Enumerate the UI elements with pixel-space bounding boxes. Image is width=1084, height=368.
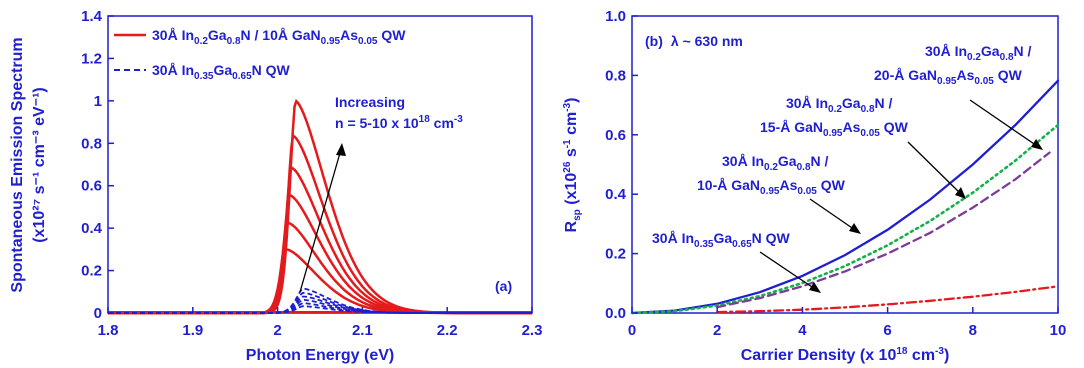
plot-area-b <box>631 15 1059 314</box>
y-tick-label-a: 0.8 <box>81 135 102 152</box>
y-axis-label-b: Rsp (x1026 s-1 cm-3) <box>562 98 583 233</box>
panel-label-a: (a) <box>495 278 512 294</box>
x-tick-label-a: 2 <box>273 322 281 339</box>
y-ticks-a: 0 0.2 0.4 0.6 0.8 1 1.2 1.4 <box>81 8 114 322</box>
x-tick-label-a: 2.2 <box>437 322 458 339</box>
x-ticks-b: 0 2 4 6 8 10 <box>628 307 1067 339</box>
spectrum-line-ingan <box>108 305 532 314</box>
legend-label-red: 30Å In0.2Ga0.8N / 10Å GaN0.95As0.05 QW <box>152 27 406 47</box>
rsp-line-10A <box>716 151 1051 309</box>
x-tick-label-b: 6 <box>883 322 891 339</box>
annotation-arrowhead <box>336 143 346 156</box>
panel-b: 0.0 0.2 0.4 0.6 0.8 1.0 0 2 4 6 8 10 (b) λ ~ 630 nm… <box>562 8 1066 364</box>
x-axis-label-a: Photon Energy (eV) <box>246 347 394 364</box>
rsp-series <box>630 79 1060 315</box>
panel-label-b: (b) λ ~ 630 nm <box>645 33 743 49</box>
arrowhead-20A <box>1031 139 1043 150</box>
arrow-20A <box>969 99 1041 149</box>
y-tick-label-a: 1.2 <box>81 50 102 67</box>
y-tick-label-b: 0.4 <box>605 186 627 203</box>
annotation-increasing: Increasing <box>335 94 405 110</box>
arrow-InGaN <box>759 251 819 292</box>
arrow-10A <box>809 198 859 233</box>
x-ticks-a: 1.8 1.9 2 2.1 2.2 2.3 <box>98 307 543 339</box>
x-tick-label-a: 2.1 <box>352 322 373 339</box>
x-tick-label-b: 0 <box>628 322 636 339</box>
y-tick-label-b: 0.0 <box>605 305 626 322</box>
y-ticks-b: 0.0 0.2 0.4 0.6 0.8 1.0 <box>605 8 638 322</box>
y-tick-label-b: 0.8 <box>605 67 626 84</box>
annotation-arrow <box>299 145 343 293</box>
rsp-line-ingan <box>716 285 1060 314</box>
arrowhead-15A <box>955 187 966 199</box>
arrowhead-InGaN <box>809 282 821 293</box>
y-tick-label-a: 0.6 <box>81 178 102 195</box>
label-InGaN: 30Å In0.35Ga0.65N QW <box>652 230 791 250</box>
arrow-15A <box>907 141 964 197</box>
arrowhead-10A <box>849 223 861 234</box>
y-tick-label-a: 0.2 <box>81 263 102 280</box>
y-axis-label-a-line2: (x10²⁷ s⁻¹ cm⁻³ eV⁻¹) <box>31 87 48 243</box>
y-axis-label-a-line1: Spontaneous Emission Spectrum <box>9 37 26 292</box>
y-tick-label-a: 1.4 <box>81 8 103 25</box>
rsp-line-15A <box>630 123 1060 315</box>
y-tick-label-b: 0.6 <box>605 127 626 144</box>
x-tick-label-b: 10 <box>1050 322 1067 339</box>
legend-label-blue: 30Å In0.35Ga0.65N QW <box>152 62 291 82</box>
y-tick-label-b: 0.2 <box>605 246 626 263</box>
y-tick-label-b: 1.0 <box>605 8 626 25</box>
x-tick-label-a: 1.8 <box>98 322 119 339</box>
rsp-line-20A <box>630 79 1060 315</box>
x-tick-label-a: 1.9 <box>182 322 203 339</box>
x-tick-label-b: 4 <box>798 322 807 339</box>
y-tick-label-a: 0.4 <box>81 220 103 237</box>
x-tick-label-b: 8 <box>969 322 977 339</box>
spectra-series <box>108 98 532 315</box>
y-tick-label-a: 1 <box>94 93 102 110</box>
x-tick-label-b: 2 <box>713 322 721 339</box>
y-tick-label-a: 0 <box>94 305 102 322</box>
x-axis-label-b: Carrier Density (x 1018 cm-3) <box>741 346 950 364</box>
spectrum-line-ingan <box>108 298 532 314</box>
annotation-density: n = 5-10 x 1018 cm-3 <box>335 114 463 131</box>
x-tick-label-a: 2.3 <box>522 322 543 339</box>
panel-a: 0 0.2 0.4 0.6 0.8 1 1.2 1.4 1.8 1.9 2 2.1 2.2 2.3 30… <box>9 8 542 364</box>
